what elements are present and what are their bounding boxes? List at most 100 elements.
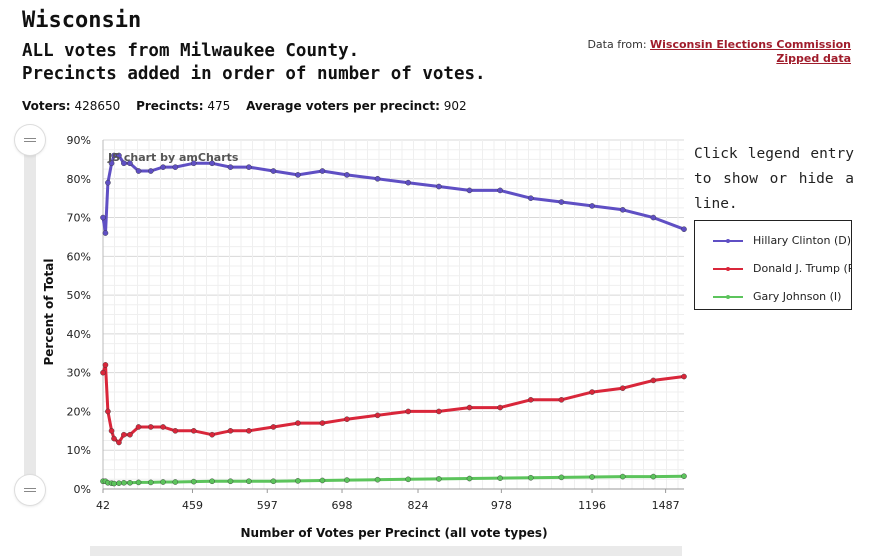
data-point: [148, 479, 154, 486]
legend-hint: Click legend entry to show or hide a lin…: [694, 146, 854, 212]
data-point: [227, 164, 234, 170]
page-subtitle: ALL votes from Milwaukee County. Precinc…: [22, 40, 486, 86]
y-axis-ticks: 0% 10% 20% 30% 40% 50% 60% 70% 80% 90%: [67, 134, 91, 496]
data-point: [116, 480, 122, 486]
precincts-value: 475: [207, 99, 231, 113]
legend-swatch-icon: [713, 266, 743, 271]
data-point: [319, 477, 326, 484]
amcharts-credit[interactable]: JS chart by amCharts: [108, 151, 239, 164]
data-point: [246, 428, 252, 434]
data-point: [466, 404, 473, 411]
data-point: [405, 179, 412, 186]
data-point: [135, 479, 142, 486]
data-point: [436, 476, 442, 482]
scrollbar-top-grip-icon[interactable]: [15, 125, 45, 155]
horizontal-scrollbar[interactable]: [90, 546, 682, 556]
series-line: [101, 154, 685, 235]
series-line: [101, 363, 685, 444]
data-point: [295, 172, 301, 178]
x-axis-ticks: 42 459 597 698 824 978 1196 1487: [96, 489, 680, 512]
data-point: [209, 431, 215, 438]
data-point: [111, 480, 117, 487]
data-point: [497, 404, 503, 411]
y-tick-label: 10%: [67, 444, 91, 457]
data-point: [108, 480, 115, 486]
data-point: [105, 179, 111, 186]
data-point: [527, 195, 534, 201]
x-tick-label: 978: [491, 499, 512, 512]
data-point: [619, 385, 626, 391]
data-point: [619, 206, 626, 213]
data-point: [497, 187, 503, 194]
legend-swatch-icon: [713, 238, 743, 243]
data-point: [527, 397, 534, 403]
data-point: [160, 479, 166, 485]
data-point: [344, 416, 350, 423]
data-point: [209, 478, 215, 485]
data-point: [681, 226, 687, 232]
chart-legend: Hillary Clinton (D) Donald J. Trump (R) Ga…: [694, 220, 852, 310]
data-point: [160, 424, 166, 430]
data-point: [100, 478, 106, 485]
x-tick-label: 824: [408, 499, 429, 512]
data-point: [105, 479, 111, 486]
y-tick-label: 50%: [67, 289, 91, 302]
data-point: [227, 428, 234, 434]
elections-commission-link[interactable]: Wisconsin Elections Commission: [650, 38, 851, 51]
data-point: [319, 168, 326, 174]
data-point: [295, 478, 301, 484]
data-point: [650, 473, 657, 480]
data-point: [527, 474, 534, 481]
x-tick-label: 42: [96, 499, 110, 512]
x-tick-label: 597: [257, 499, 278, 512]
data-source: Data from: Wisconsin Elections Commissio…: [587, 38, 851, 66]
data-point: [558, 474, 565, 481]
data-point: [172, 164, 179, 170]
data-point: [227, 478, 234, 485]
data-point: [436, 183, 442, 190]
vertical-scrollbar[interactable]: [24, 132, 36, 494]
data-point: [270, 478, 277, 485]
x-tick-label: 698: [332, 499, 353, 512]
data-point: [172, 428, 179, 434]
x-tick-label: 1487: [652, 499, 680, 512]
data-point: [619, 473, 626, 480]
x-tick-label: 459: [182, 499, 203, 512]
y-tick-label: 40%: [67, 328, 91, 341]
data-point: [105, 408, 111, 415]
y-tick-label: 90%: [67, 134, 91, 147]
legend-label: Hillary Clinton (D): [753, 234, 852, 247]
y-tick-label: 20%: [67, 405, 91, 418]
avg-label: Average voters per precinct:: [246, 99, 440, 113]
series-line: [103, 474, 685, 486]
scrollbar-bottom-grip-icon[interactable]: [15, 475, 45, 505]
data-point: [589, 474, 595, 480]
legend-swatch-icon: [713, 294, 743, 299]
data-point: [111, 435, 117, 442]
stats-bar: Voters: 428650 Precincts: 475 Average vo…: [22, 99, 467, 113]
data-point: [172, 479, 179, 485]
data-point: [135, 424, 142, 430]
zipped-data-link[interactable]: Zipped data: [776, 52, 851, 65]
data-point: [650, 214, 657, 221]
data-point: [558, 199, 565, 205]
page-title: Wisconsin: [22, 8, 142, 33]
y-tick-label: 30%: [67, 367, 91, 380]
x-tick-label: 1196: [578, 499, 606, 512]
data-point: [100, 214, 106, 221]
x-axis-label: Number of Votes per Precinct (all vote t…: [240, 526, 547, 540]
data-point: [127, 431, 133, 438]
data-point: [405, 408, 412, 415]
data-point: [121, 479, 127, 486]
subtitle-line-2: Precincts added in order of number of vo…: [22, 64, 486, 84]
data-point: [344, 477, 350, 483]
data-point: [558, 397, 565, 403]
y-axis-label: Percent of Total: [42, 259, 56, 366]
voters-label: Voters:: [22, 99, 71, 113]
y-tick-label: 0%: [74, 483, 91, 496]
data-point: [589, 389, 595, 395]
chart-grid: [102, 139, 684, 490]
data-point: [121, 431, 127, 438]
data-point: [681, 373, 687, 380]
data-point: [374, 476, 381, 483]
